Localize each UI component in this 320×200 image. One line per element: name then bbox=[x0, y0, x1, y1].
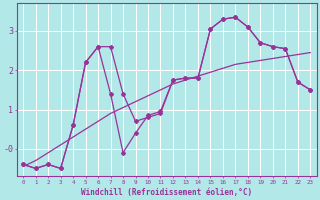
X-axis label: Windchill (Refroidissement éolien,°C): Windchill (Refroidissement éolien,°C) bbox=[81, 188, 252, 197]
